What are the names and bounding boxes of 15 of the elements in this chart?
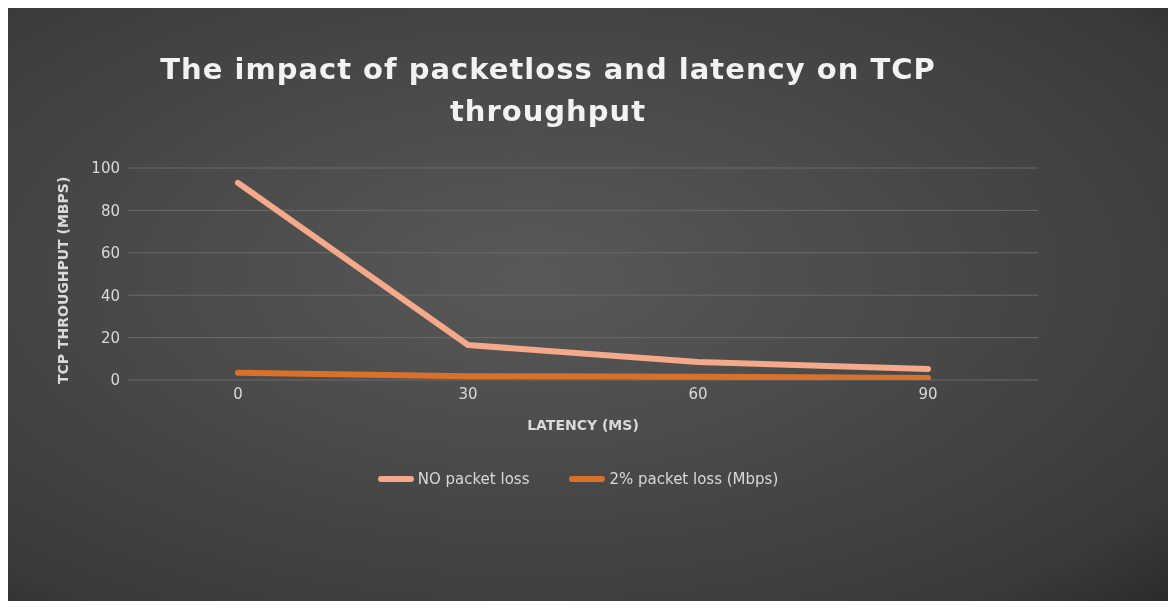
y-tick-label: 40 [100,286,120,305]
legend-label: NO packet loss [417,470,530,488]
y-tick-label: 0 [110,371,120,390]
y-axis-title: TCP THROUGHPUT (MBPS) [54,176,71,384]
x-tick-label: 0 [233,384,243,403]
chart-title: The impact of packetloss and latency on TCP throughput [159,51,937,130]
legend-label: 2% packet loss (Mbps) [609,470,779,488]
y-tick-label: 80 [100,201,120,220]
y-tick-label: 20 [100,328,120,347]
x-axis-title: LATENCY (MS) [527,417,639,433]
y-tick-label: 60 [100,244,120,263]
x-tick-label: 90 [918,384,938,403]
x-tick-label: 30 [458,384,478,403]
x-tick-label: 60 [688,384,708,403]
y-tick-label: 100 [91,159,120,178]
